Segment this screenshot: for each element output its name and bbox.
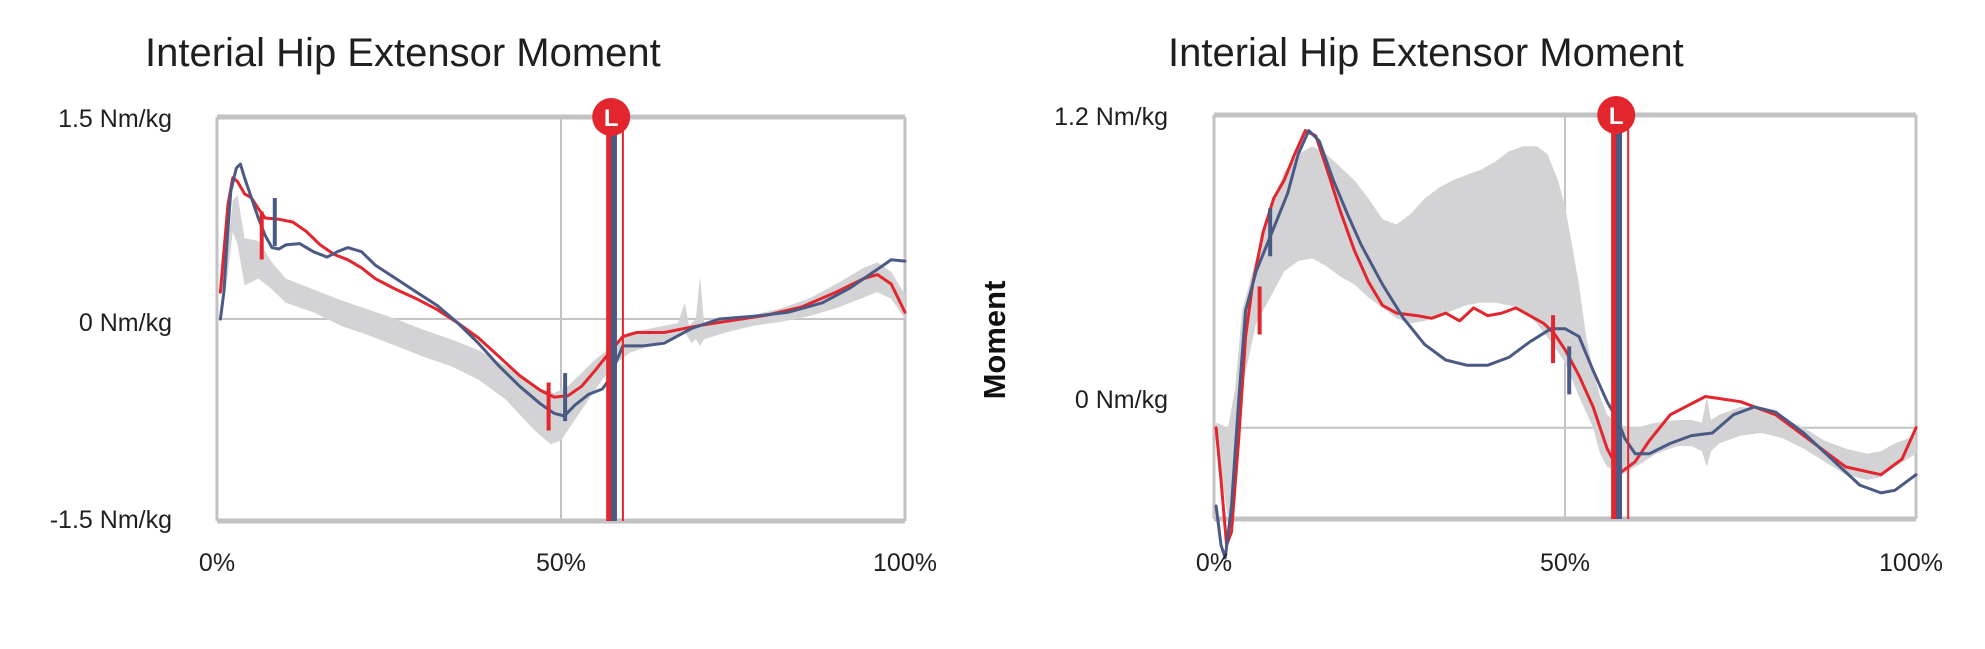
- plot-layer: L: [1212, 96, 1918, 560]
- x-tick-label-100: 100%: [1879, 549, 1943, 577]
- chart-right: L Interial Hip Extensor Moment Moment 1.2…: [977, 31, 1943, 577]
- event-marker-label: L: [604, 105, 619, 132]
- x-tick-label-0: 0%: [1196, 549, 1232, 577]
- y-tick-label-zero: 0 Nm/kg: [79, 309, 172, 337]
- x-tick-label-50: 50%: [536, 549, 586, 577]
- x-tick-label-100: 100%: [873, 549, 937, 577]
- event-marker-label: L: [1609, 103, 1624, 130]
- chart-title: Interial Hip Extensor Moment: [1168, 31, 1684, 75]
- y-tick-label-top: 1.2 Nm/kg: [1054, 103, 1168, 131]
- normal-range-band: [220, 195, 905, 445]
- plot-layer: L: [215, 98, 907, 524]
- normal-range-band: [1216, 146, 1916, 520]
- event-marker-circle: [1597, 96, 1636, 134]
- y-axis-label: Moment: [977, 281, 1012, 400]
- red-series-line: [218, 176, 907, 399]
- y-tick-label-zero: 0 Nm/kg: [1075, 386, 1168, 414]
- x-tick-label-50: 50%: [1540, 549, 1590, 577]
- y-tick-label-bottom: -1.5 Nm/kg: [50, 506, 172, 534]
- blue-series-line: [218, 162, 907, 418]
- x-tick-label-0: 0%: [199, 549, 235, 577]
- y-tick-label-top: 1.5 Nm/kg: [58, 105, 172, 133]
- event-marker-circle: [592, 98, 631, 136]
- chart-title: Interial Hip Extensor Moment: [145, 31, 661, 75]
